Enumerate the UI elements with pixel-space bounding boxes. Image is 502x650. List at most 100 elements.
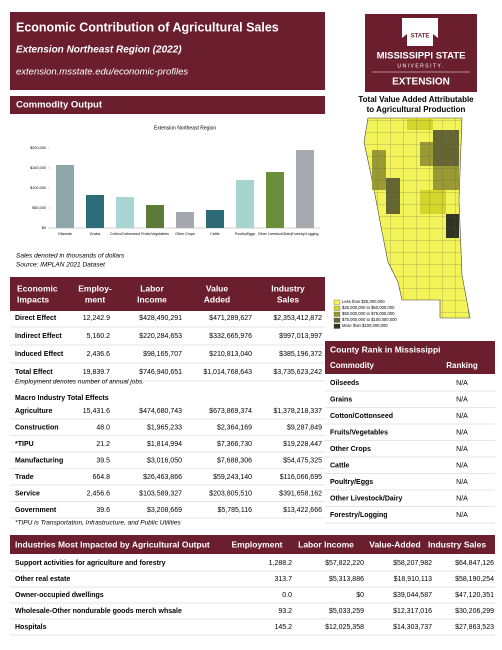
bar xyxy=(296,150,314,228)
url: extension.msstate.edu/economic-profiles xyxy=(16,67,188,78)
table-cell: $54,475,325 xyxy=(283,457,322,464)
table-cell: $30,206,299 xyxy=(455,608,494,615)
table-cell: Direct Effect xyxy=(15,315,57,322)
table-cell: $5,033,259 xyxy=(329,608,364,615)
table-cell: $57,822,220 xyxy=(325,560,364,567)
legend-swatch xyxy=(333,299,341,305)
table-cell: N/A xyxy=(456,495,468,502)
table-cell: Other real estate xyxy=(15,576,70,583)
chart-note: Source: IMPLAN 2021 Dataset xyxy=(16,262,106,269)
table-cell: 39.5 xyxy=(96,457,110,464)
y-tick-label: $200,000 xyxy=(30,146,46,150)
table-cell: $12,317,016 xyxy=(393,608,432,615)
table-cell: *TIPU xyxy=(15,441,34,448)
table-cell: 12,242.9 xyxy=(83,315,110,322)
section-title: Commodity Output xyxy=(16,100,103,111)
table-cell: $203,805,510 xyxy=(209,490,252,497)
table-header xyxy=(10,277,325,311)
table-cell: $1,814,994 xyxy=(147,441,182,448)
table-cell: Other Livestock/Dairy xyxy=(330,495,402,502)
table-cell: $98,165,707 xyxy=(143,351,182,358)
table-cell: $2,364,169 xyxy=(217,424,252,431)
column-header: Employ- xyxy=(78,283,112,293)
table-cell: $27,863,523 xyxy=(455,624,494,631)
table-cell: Poultry/Eggs xyxy=(330,479,373,486)
table-note: Employment denotes number of annual jobs… xyxy=(15,379,144,386)
table-cell: Support activities for agriculture and f… xyxy=(15,560,166,567)
legend-swatch xyxy=(333,311,341,317)
table-cell: Indirect Effect xyxy=(15,333,62,340)
table-cell: Total Effect xyxy=(15,369,53,376)
table-cell: $471,289,627 xyxy=(209,315,252,322)
table-cell: Wholesale-Other nondurable goods merch w… xyxy=(15,608,182,615)
column-header: Labor Income xyxy=(298,539,354,549)
column-header: Economic xyxy=(17,283,58,293)
column-header: ment xyxy=(85,294,105,304)
table-cell: $385,196,372 xyxy=(279,351,322,358)
table-cell: $116,066,695 xyxy=(280,474,322,481)
table-cell: $997,013,997 xyxy=(279,333,322,340)
table-cell: $3,208,669 xyxy=(147,507,182,514)
rank-header xyxy=(325,358,495,374)
x-tick-label: Cotton/Cottonseed xyxy=(110,232,140,236)
bar xyxy=(86,195,104,228)
table-cell: Service xyxy=(15,490,40,497)
legend-label: More than $100,000,000 xyxy=(342,323,388,328)
county-lines xyxy=(364,118,470,318)
table-cell: $103,589,327 xyxy=(139,490,182,497)
column-header: Industry Sales xyxy=(428,539,486,549)
table-cell: N/A xyxy=(456,479,468,486)
x-tick-label: Cattle xyxy=(210,232,219,236)
table-cell: Grains xyxy=(330,396,352,403)
column-header: Ranking xyxy=(446,361,478,370)
table-cell: $673,869,374 xyxy=(209,408,252,415)
table-cell: $59,243,140 xyxy=(213,474,252,481)
table-cell: $14,303,737 xyxy=(393,624,432,631)
table-cell: $5,785,116 xyxy=(217,507,252,514)
column-header: Added xyxy=(204,294,230,304)
section-bar xyxy=(10,96,325,114)
table-cell: $2,353,412,872 xyxy=(273,315,322,322)
table-cell: $3,735,623,242 xyxy=(273,369,322,376)
table-cell: Manufacturing xyxy=(15,457,63,464)
legend-label: Less than $25,000,000 xyxy=(342,299,385,304)
table-cell: 39.6 xyxy=(96,507,110,514)
table-cell: 664.8 xyxy=(92,474,110,481)
column-header: Commodity xyxy=(330,361,375,370)
rank-title: County Rank in Mississippi xyxy=(330,344,441,354)
table-cell: N/A xyxy=(456,512,468,519)
x-tick-label: Oilseeds xyxy=(58,232,72,236)
column-header: Labor xyxy=(140,283,164,293)
x-tick-label: Other Crops xyxy=(175,232,195,236)
column-header: Income xyxy=(137,294,167,304)
chart-title: Extension Northeast Region xyxy=(154,125,216,131)
legend-swatch xyxy=(333,317,341,323)
table-cell: $47,120,351 xyxy=(455,592,494,599)
x-tick-label: Other Livestock/Dairy xyxy=(258,232,293,236)
table-cell: Owner-occupied dwellings xyxy=(15,592,104,599)
table-cell: $7,688,306 xyxy=(217,457,252,464)
table-cell: $58,207,982 xyxy=(393,560,432,567)
table-cell: Fruits/Vegetables xyxy=(330,429,388,436)
logo-line: MISSISSIPPI STATE xyxy=(377,51,466,62)
map-title: Total Value Added Attributable xyxy=(358,95,474,104)
bar xyxy=(56,165,74,228)
title: Economic Contribution of Agricultural Sa… xyxy=(16,20,279,34)
table-cell: $26,463,866 xyxy=(143,474,182,481)
table-cell: 313.7 xyxy=(274,576,292,583)
column-header: Sales xyxy=(277,294,299,304)
table-cell: $1,378,218,337 xyxy=(273,408,322,415)
table-cell: $391,658,162 xyxy=(279,490,322,497)
bar xyxy=(176,212,194,228)
y-tick-label: $100,000 xyxy=(30,186,46,190)
bar xyxy=(266,172,284,228)
y-tick-label: $50,000 xyxy=(32,206,46,210)
table-cell: $19,228,447 xyxy=(283,441,322,448)
table-cell: 19,839.7 xyxy=(83,369,110,376)
legend-swatch xyxy=(333,323,341,329)
x-tick-label: Forestry/Logging xyxy=(292,232,319,236)
column-header: Value-Added xyxy=(369,539,420,549)
y-tick-label: $0 xyxy=(42,226,46,230)
